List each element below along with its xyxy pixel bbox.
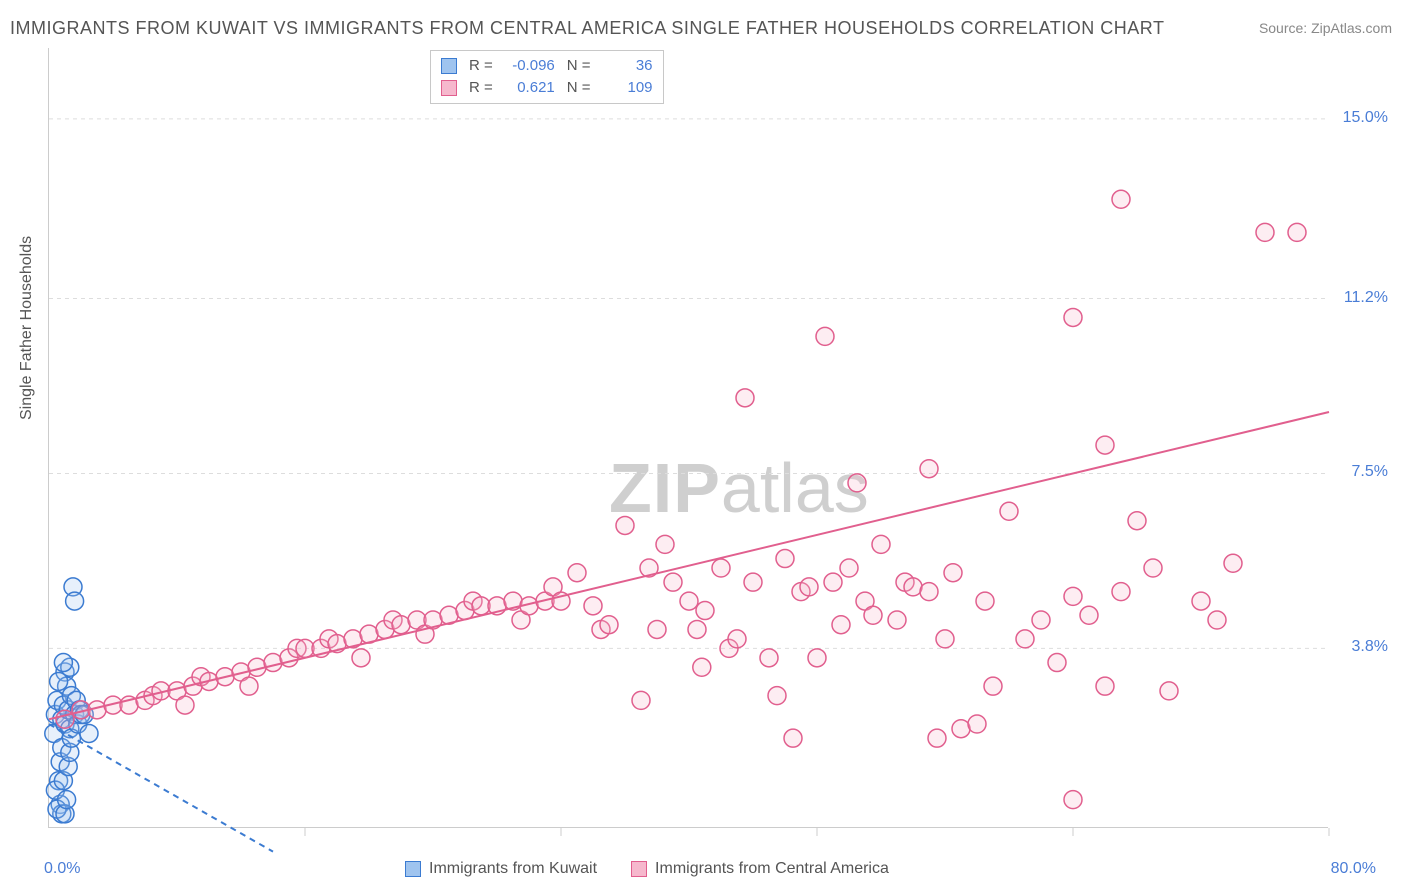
r-value-kuwait: -0.096: [505, 55, 555, 77]
n-label: N =: [567, 77, 591, 99]
r-label: R =: [469, 55, 493, 77]
plot-area: ZIPatlas: [48, 48, 1328, 828]
swatch-centralamerica-bottom: [631, 861, 647, 877]
legend-item-centralamerica: Immigrants from Central America: [631, 860, 889, 878]
y-tick-label: 15.0%: [1343, 109, 1388, 127]
correlation-legend: R = -0.096 N = 36 R = 0.621 N = 109: [430, 50, 664, 104]
chart-title: IMMIGRANTS FROM KUWAIT VS IMMIGRANTS FRO…: [10, 18, 1164, 39]
n-value-kuwait: 36: [603, 55, 653, 77]
n-label: N =: [567, 55, 591, 77]
x-tick-0: 0.0%: [44, 860, 80, 878]
bottom-legend: Immigrants from Kuwait Immigrants from C…: [405, 860, 889, 878]
swatch-kuwait-bottom: [405, 861, 421, 877]
legend-label-centralamerica: Immigrants from Central America: [655, 860, 889, 878]
r-label: R =: [469, 77, 493, 99]
legend-label-kuwait: Immigrants from Kuwait: [429, 860, 597, 878]
chart-svg: [49, 48, 1328, 827]
legend-item-kuwait: Immigrants from Kuwait: [405, 860, 597, 878]
n-value-centralamerica: 109: [603, 77, 653, 99]
r-value-centralamerica: 0.621: [505, 77, 555, 99]
y-axis-label: Single Father Households: [18, 236, 36, 420]
y-tick-label: 7.5%: [1352, 463, 1388, 481]
x-tick-80: 80.0%: [1331, 860, 1376, 878]
source-attribution: Source: ZipAtlas.com: [1259, 20, 1392, 36]
swatch-centralamerica: [441, 80, 457, 96]
corr-row-centralamerica: R = 0.621 N = 109: [441, 77, 653, 99]
y-tick-label: 3.8%: [1352, 638, 1388, 656]
y-tick-label: 11.2%: [1344, 289, 1388, 307]
swatch-kuwait: [441, 58, 457, 74]
corr-row-kuwait: R = -0.096 N = 36: [441, 55, 653, 77]
